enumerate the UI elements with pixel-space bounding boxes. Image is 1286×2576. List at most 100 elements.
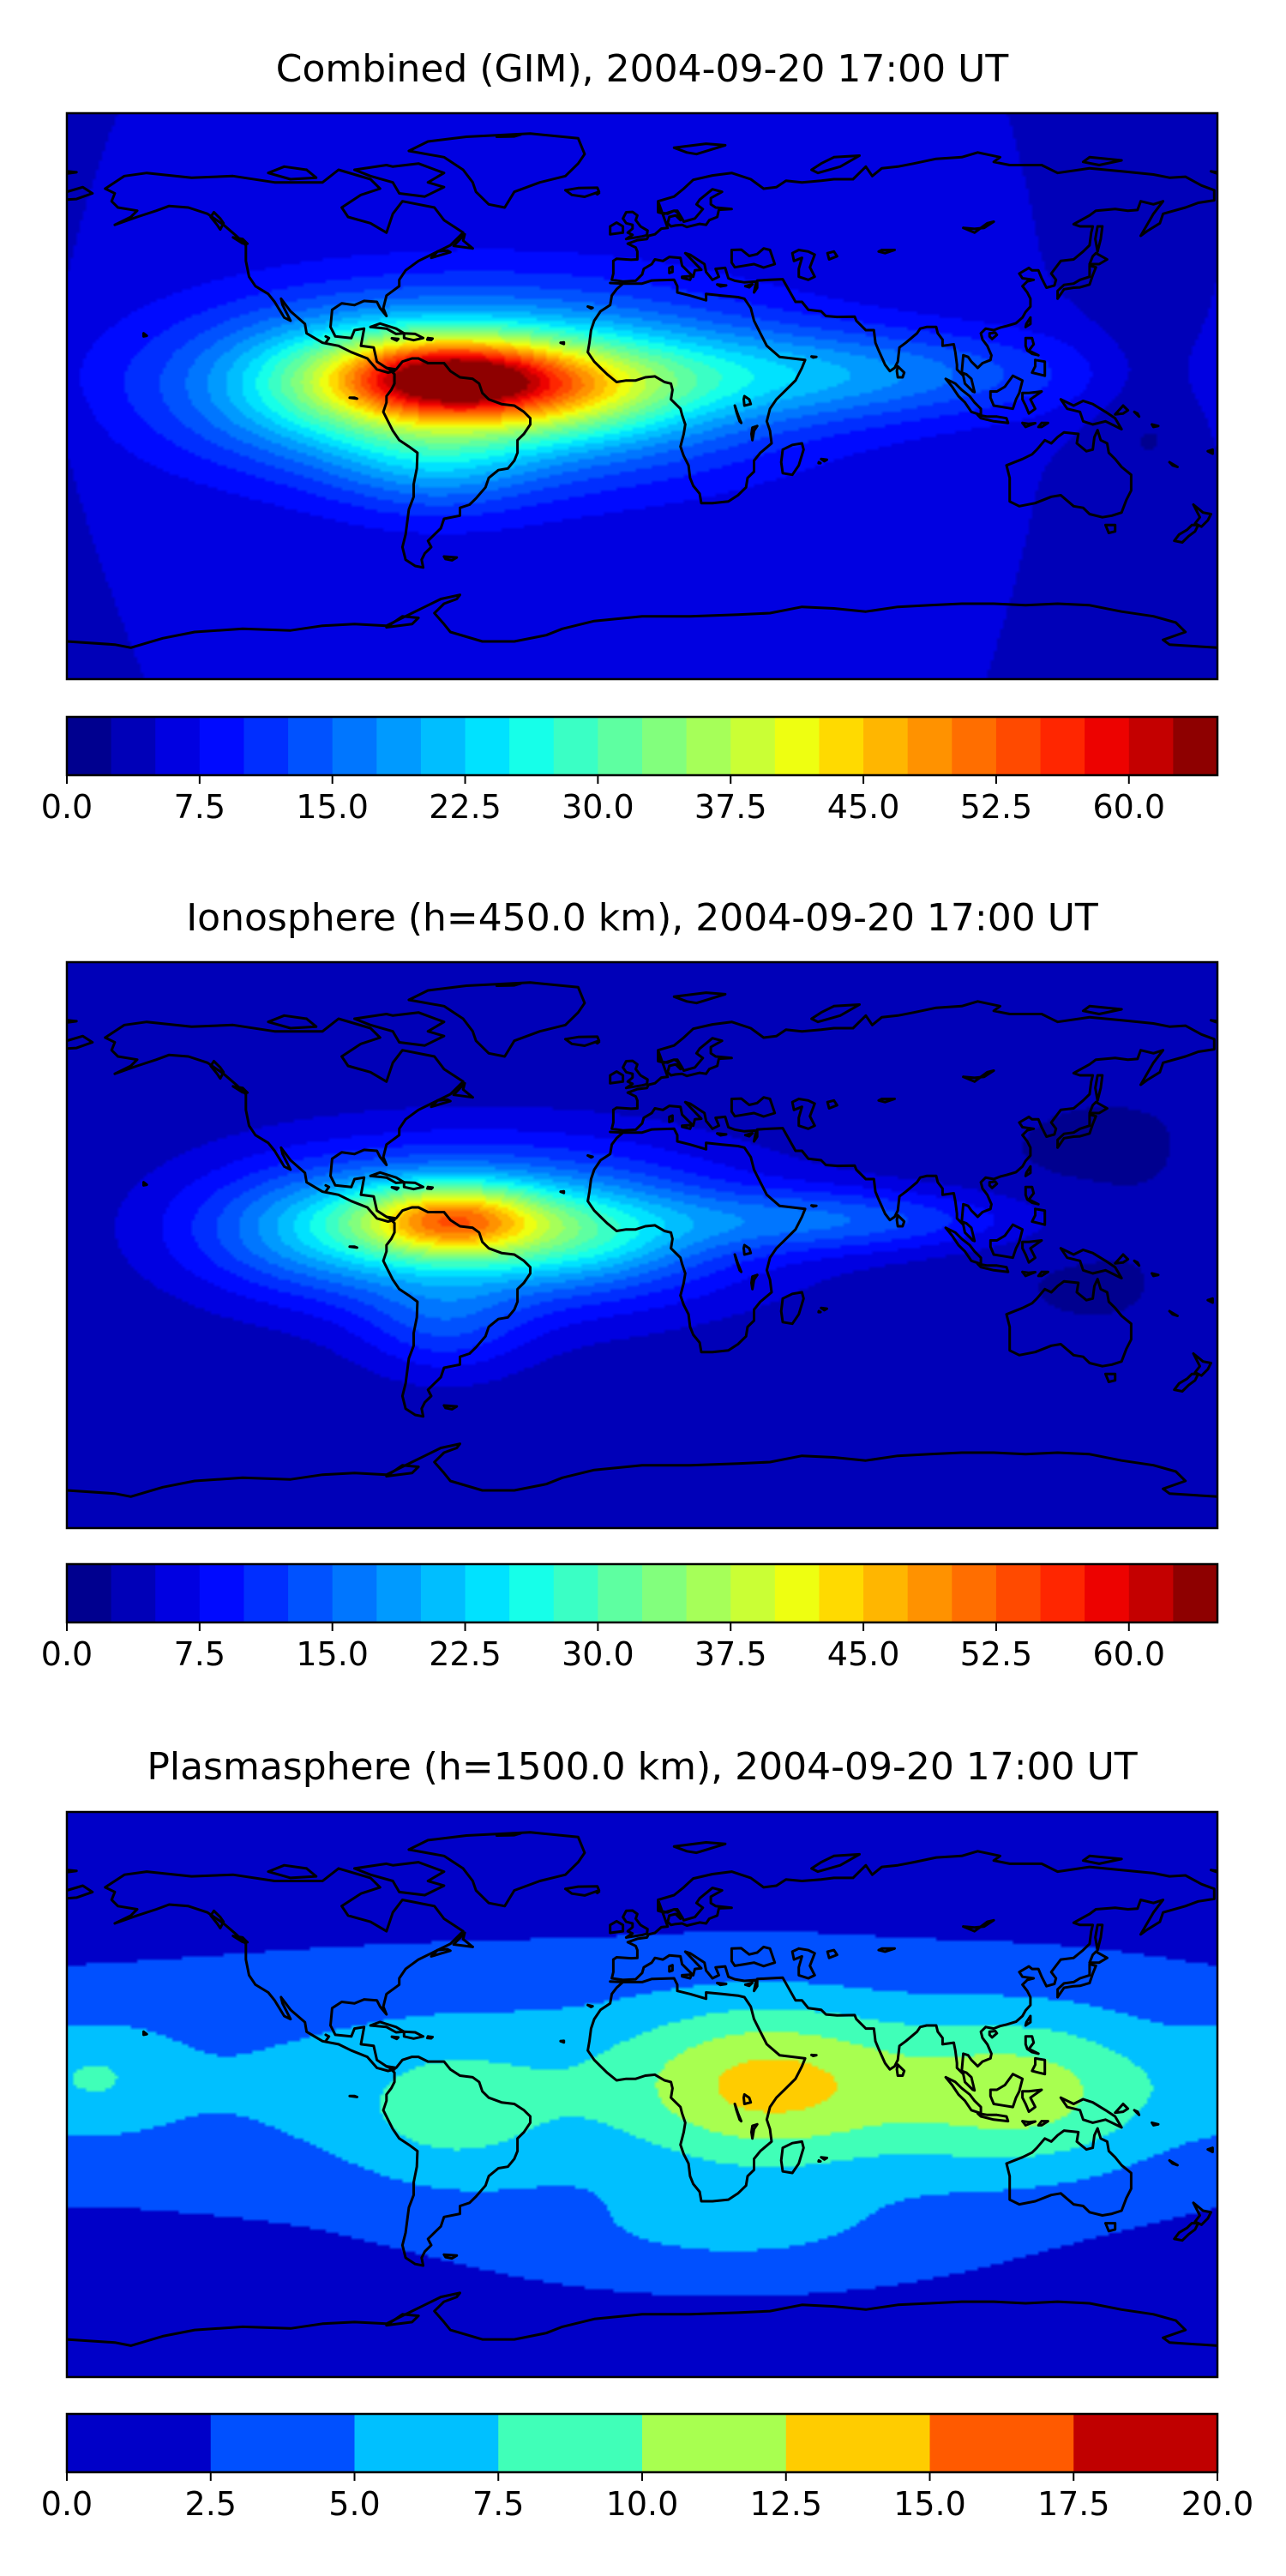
coastline-64 xyxy=(586,1154,594,1159)
coastline-58 xyxy=(672,142,727,156)
coastline-47 xyxy=(730,247,777,269)
coastline-56 xyxy=(595,1040,601,1045)
coastline-38 xyxy=(430,249,452,260)
colorbar-segment xyxy=(785,2414,931,2472)
colorbar-segment xyxy=(642,1564,688,1622)
coastline-30 xyxy=(390,1186,400,1191)
coastline-2 xyxy=(586,1977,807,2203)
colorbar-tick-label: 2.5 xyxy=(185,2485,237,2523)
coastline-20 xyxy=(1173,2222,1200,2242)
colorbar-tick-label: 12.5 xyxy=(749,2485,822,2523)
coastline-62 xyxy=(67,170,78,175)
colorbar-segment xyxy=(1128,1564,1174,1622)
coastline-10 xyxy=(779,1291,805,1326)
colorbar-segment xyxy=(863,717,909,775)
coastline-17 xyxy=(1005,2127,1133,2217)
coastline-7 xyxy=(353,162,446,198)
coastline-73 xyxy=(1094,1074,1104,1102)
colorbar-frame xyxy=(65,715,1219,777)
coastline-22 xyxy=(1088,251,1109,266)
coastline-28 xyxy=(402,2030,425,2040)
coastline-17 xyxy=(1005,429,1133,519)
coastline-3 xyxy=(610,1000,1216,1243)
coastline-13 xyxy=(976,1262,1010,1273)
coastline-11 xyxy=(895,364,906,379)
coastline-55 xyxy=(1168,460,1179,468)
colorbar-segment xyxy=(376,1564,422,1622)
coastline-17 xyxy=(1005,1278,1133,1368)
coastline-39 xyxy=(668,265,674,274)
coastline-41 xyxy=(716,1132,728,1137)
coastline-40 xyxy=(681,1123,694,1130)
colorbar-segment xyxy=(1173,717,1218,775)
coastline-5 xyxy=(609,221,625,236)
colorbar-tick-label: 17.5 xyxy=(1037,2485,1110,2523)
coastline-33 xyxy=(385,2313,420,2327)
colorbar-segment xyxy=(730,717,776,775)
coastline-24 xyxy=(1024,336,1040,357)
coastline-0 xyxy=(104,1017,465,1223)
colorbar-segment xyxy=(553,717,598,775)
colorbar-segment xyxy=(1128,717,1174,775)
colorbar-segment xyxy=(1040,717,1085,775)
coastline-38 xyxy=(430,1947,452,1958)
coastline-4 xyxy=(622,1059,649,1090)
coastline-12 xyxy=(944,1226,983,1266)
panel-title: Plasmasphere (h=1500.0 km), 2004-09-20 1… xyxy=(147,1745,1137,1789)
coastline-3 xyxy=(610,1850,1216,2092)
coastline-42 xyxy=(743,1981,754,1988)
colorbar: 0.0 7.5 15.0 22.5 30.0 37.5 45.0 52.5 60.0 xyxy=(41,1562,1219,1673)
coastline-59 xyxy=(810,154,861,175)
coastline-21 xyxy=(1056,264,1097,300)
coastline-0 xyxy=(104,1867,465,2073)
coastline-72 xyxy=(1151,423,1160,429)
coastline-22 xyxy=(1088,1950,1109,1965)
coastline-48 xyxy=(742,2093,753,2105)
contour-field xyxy=(67,962,1217,1528)
coastline-71 xyxy=(1114,1253,1130,1265)
coastline-31 xyxy=(442,555,459,562)
colorbar: 0.0 7.5 15.0 22.5 30.0 37.5 45.0 52.5 60.0 xyxy=(41,715,1219,826)
coastline-71 xyxy=(1114,404,1130,416)
colorbar-segment xyxy=(686,1564,731,1622)
colorbar-tick-label: 45.0 xyxy=(827,1635,900,1673)
coastline-69 xyxy=(1021,421,1037,429)
coastline-19 xyxy=(1192,503,1212,528)
coastline-12 xyxy=(944,2075,983,2115)
colorbar-tick-label: 15.0 xyxy=(296,788,369,826)
coastline-21 xyxy=(1056,1963,1097,1999)
coastline-11 xyxy=(895,1213,906,1228)
coastline-32 xyxy=(67,1442,1217,1498)
coastline-20 xyxy=(1173,523,1200,544)
coastline-40 xyxy=(681,1973,694,1980)
coastline-31 xyxy=(442,1404,459,1411)
coastline-56 xyxy=(595,1890,601,1894)
coastline-11 xyxy=(895,2063,906,2077)
coastline-52 xyxy=(142,332,148,338)
coastline-54 xyxy=(1206,1297,1214,1304)
coastline-57 xyxy=(495,1832,522,1837)
coastline-26 xyxy=(988,2030,999,2039)
coastline-62 xyxy=(67,1019,78,1024)
coastline-45 xyxy=(877,1098,896,1104)
coastline-22 xyxy=(1088,1100,1109,1115)
coastline-2 xyxy=(586,1127,807,1354)
coastline-21 xyxy=(1056,1113,1097,1149)
coastline-68 xyxy=(1037,1270,1049,1278)
coastline-39 xyxy=(668,1964,674,1973)
colorbar-segment xyxy=(509,1564,555,1622)
coastline-16 xyxy=(1059,1247,1123,1279)
coastline-72 xyxy=(1151,1272,1160,1278)
coastline-46 xyxy=(790,1947,816,1980)
colorbar-segment xyxy=(819,717,864,775)
colorbar-tick-label: 60.0 xyxy=(1092,788,1165,826)
colorbar-tick-label: 0.0 xyxy=(41,788,93,826)
colorbar-segment xyxy=(863,1564,909,1622)
colorbar-segment xyxy=(819,1564,864,1622)
coastline-2 xyxy=(586,278,807,505)
colorbar-segment xyxy=(199,717,245,775)
coastline-10 xyxy=(779,442,805,477)
coastline-15 xyxy=(1021,2088,1043,2114)
colorbar-tick-label: 5.0 xyxy=(328,2485,380,2523)
coastline-19 xyxy=(1192,1352,1212,1377)
